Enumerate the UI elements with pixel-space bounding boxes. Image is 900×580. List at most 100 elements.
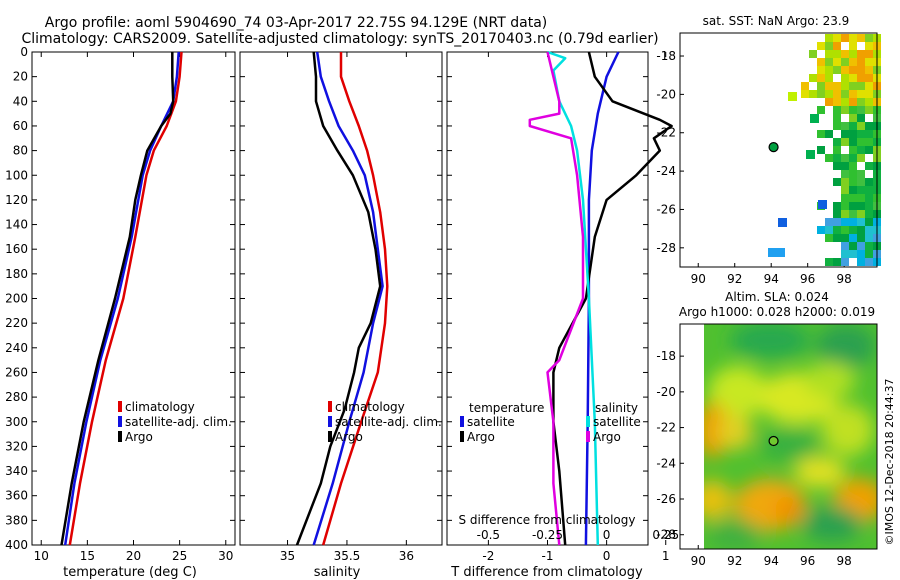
sst-cell	[801, 82, 809, 90]
y-tick-label: 20	[13, 70, 28, 84]
legend-label-climatology: climatology	[125, 400, 195, 414]
y-tick-label: -20	[656, 87, 676, 101]
sst-cell	[817, 58, 825, 66]
sst-cell	[841, 210, 849, 218]
sst-cell	[849, 178, 857, 186]
sst-cell	[833, 114, 841, 122]
sst-cell	[857, 82, 865, 90]
salinity-legend: climatology satellite-adj. clim. Argo	[328, 400, 442, 444]
sst-cell	[833, 90, 841, 98]
sst-cell	[857, 90, 865, 98]
x-tick-label: 98	[837, 272, 852, 286]
sst-cell	[817, 146, 825, 154]
sst-cell	[865, 42, 873, 50]
y-tick-label: 320	[5, 439, 28, 453]
salinity-panel: 35 35.5 36	[240, 51, 442, 563]
sst-cell	[849, 106, 857, 114]
sst-cell	[833, 146, 841, 154]
legend-label-t-satellite: satellite	[467, 415, 515, 429]
sla-field	[704, 324, 877, 549]
sst-cell	[841, 90, 849, 98]
sst-cell	[833, 162, 841, 170]
y-tick-label: -24	[656, 456, 676, 470]
y-tick-label: 60	[13, 119, 28, 133]
sla-blob	[816, 324, 876, 368]
series-line-climatology	[68, 51, 183, 546]
sst-cell	[768, 248, 777, 257]
y-tick-label: 160	[5, 242, 28, 256]
legend-swatch-t-satellite	[460, 416, 464, 427]
series-line-salinity-argo	[528, 51, 585, 546]
sst-cell	[825, 226, 833, 234]
x-tick-label: 35.5	[334, 549, 361, 563]
sst-cell	[857, 234, 865, 242]
argo-location-marker	[768, 435, 779, 447]
sst-cell	[849, 42, 857, 50]
sst-cell	[865, 138, 873, 146]
sst-cell	[841, 106, 849, 114]
sst-map-frame	[679, 32, 878, 268]
sla-blobs	[704, 324, 877, 549]
x-tick-label: 30	[218, 549, 233, 563]
sst-cell	[865, 234, 873, 242]
sst-cell	[841, 186, 849, 194]
sla-blob	[709, 519, 761, 549]
y-tick-label: 400	[5, 538, 28, 552]
sst-cell	[825, 234, 833, 242]
y-tick-label: -28	[656, 528, 676, 542]
sst-cell	[788, 92, 797, 101]
sst-cell	[841, 34, 849, 42]
y-tick-label: 100	[5, 168, 28, 182]
legend-swatch-t-argo	[460, 431, 464, 442]
sst-cell	[825, 98, 833, 106]
series-line-temperature-satellite	[584, 51, 620, 546]
y-tick-label: -22	[656, 421, 676, 435]
x-tick-label: 0	[603, 549, 611, 563]
sst-cell	[865, 250, 873, 258]
sst-map: 90 92 94 96 98 -18 -20 -22 -24 -26 -28	[656, 34, 881, 286]
sst-cell	[857, 154, 865, 162]
sst-cell	[849, 186, 857, 194]
s-tick-label: 0	[603, 528, 611, 542]
sst-cell	[865, 106, 873, 114]
temperature-xlabel: temperature (deg C)	[63, 565, 197, 580]
sst-cell	[841, 50, 849, 58]
sst-cell	[865, 210, 873, 218]
sla-blob	[708, 366, 768, 418]
x-tick-label: 90	[691, 554, 706, 568]
sst-cell	[833, 66, 841, 74]
argo-location-marker	[768, 142, 779, 153]
series-line-climatology	[321, 52, 389, 546]
sst-cell	[825, 50, 833, 58]
x-tick-label: 90	[691, 272, 706, 286]
x-tick-label: 20	[126, 549, 141, 563]
y-tick-label: 220	[5, 316, 28, 330]
legend-label-satellite: satellite-adj. clim.	[125, 415, 232, 429]
sst-cell	[865, 194, 873, 202]
sst-cell	[841, 138, 849, 146]
difference-xlabel: T difference from climatology	[450, 565, 643, 580]
sst-cell	[833, 82, 841, 90]
sst-cell	[857, 34, 865, 42]
sst-cell	[857, 186, 865, 194]
sst-cell	[849, 250, 857, 258]
sst-map-title: sat. SST: NaN Argo: 23.9	[703, 14, 850, 28]
sst-cell	[865, 66, 873, 74]
sst-cell	[857, 138, 865, 146]
sst-cell	[865, 82, 873, 90]
sst-cell	[825, 58, 833, 66]
x-tick-label: 94	[764, 272, 779, 286]
x-tick-label: 36	[399, 549, 414, 563]
y-tick-label: 380	[5, 513, 28, 527]
sst-cell	[833, 106, 841, 114]
sla-map: 90 92 94 96 98 -18 -20 -22 -24 -26 -28	[656, 324, 877, 568]
sst-cell	[857, 122, 865, 130]
sst-cell	[849, 242, 857, 250]
sst-cell	[833, 234, 841, 242]
y-tick-label: -26	[656, 492, 676, 506]
legend-label-s-satellite: satellite	[593, 415, 641, 429]
sst-cell	[865, 258, 873, 266]
sst-cell	[817, 226, 825, 234]
y-tick-label: 300	[5, 415, 28, 429]
sst-cell	[825, 66, 833, 74]
